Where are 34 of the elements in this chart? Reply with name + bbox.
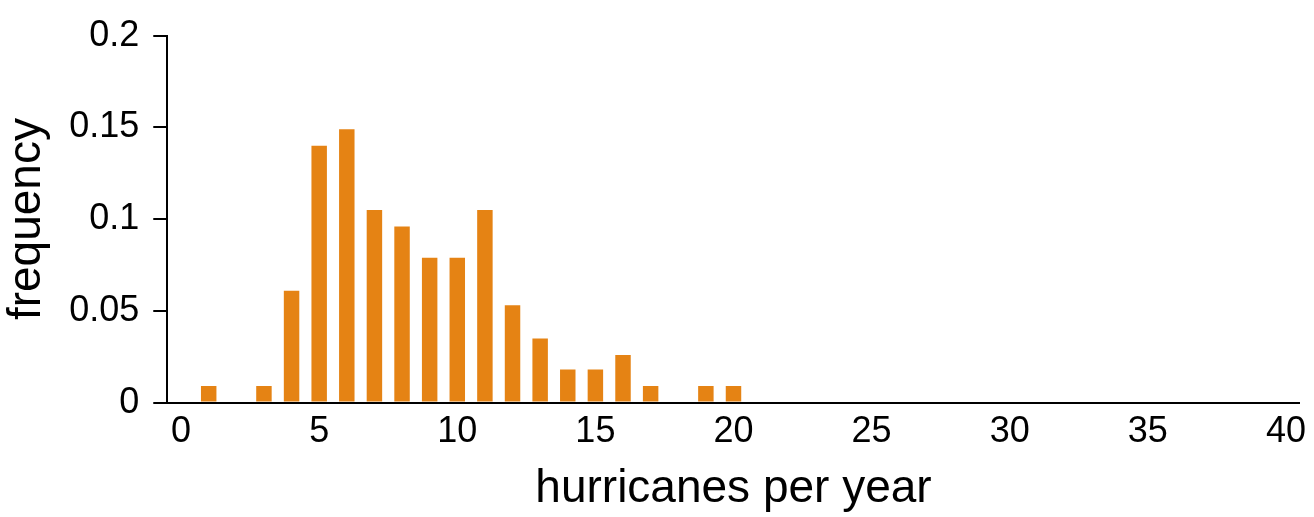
bar [504, 305, 521, 402]
x-tick-label: 30 [989, 409, 1030, 451]
x-tick-label: 5 [309, 409, 330, 451]
bar [311, 145, 327, 402]
y-tick-label: 0.05 [69, 287, 140, 329]
bar [366, 209, 383, 402]
bar [477, 209, 493, 402]
bar [532, 338, 548, 402]
x-tick-label: 25 [851, 409, 892, 451]
bar [339, 129, 355, 402]
x-tick-label: 40 [1265, 409, 1306, 451]
bar [283, 290, 300, 402]
x-tick-label: 35 [1127, 409, 1168, 451]
x-tick-label: 0 [171, 409, 192, 451]
bar [421, 257, 438, 402]
bar [200, 386, 217, 402]
bar [642, 386, 659, 402]
bar [394, 226, 410, 402]
bar [725, 386, 742, 402]
y-tick-label: 0 [119, 379, 140, 421]
x-tick-label: 20 [713, 409, 754, 451]
y-tick-label: 0.15 [69, 104, 140, 146]
bar [615, 354, 631, 402]
y-tick-label: 0.1 [89, 196, 140, 238]
bar [587, 369, 604, 402]
x-tick-label: 10 [437, 409, 478, 451]
bar [560, 369, 576, 402]
y-tick-label: 0.2 [89, 12, 140, 54]
y-axis-title: frequency [0, 118, 51, 321]
x-axis-title: hurricanes per year [535, 460, 932, 513]
bar [449, 257, 466, 402]
bar [256, 386, 272, 402]
x-tick-label: 15 [575, 409, 616, 451]
bar [698, 386, 714, 402]
